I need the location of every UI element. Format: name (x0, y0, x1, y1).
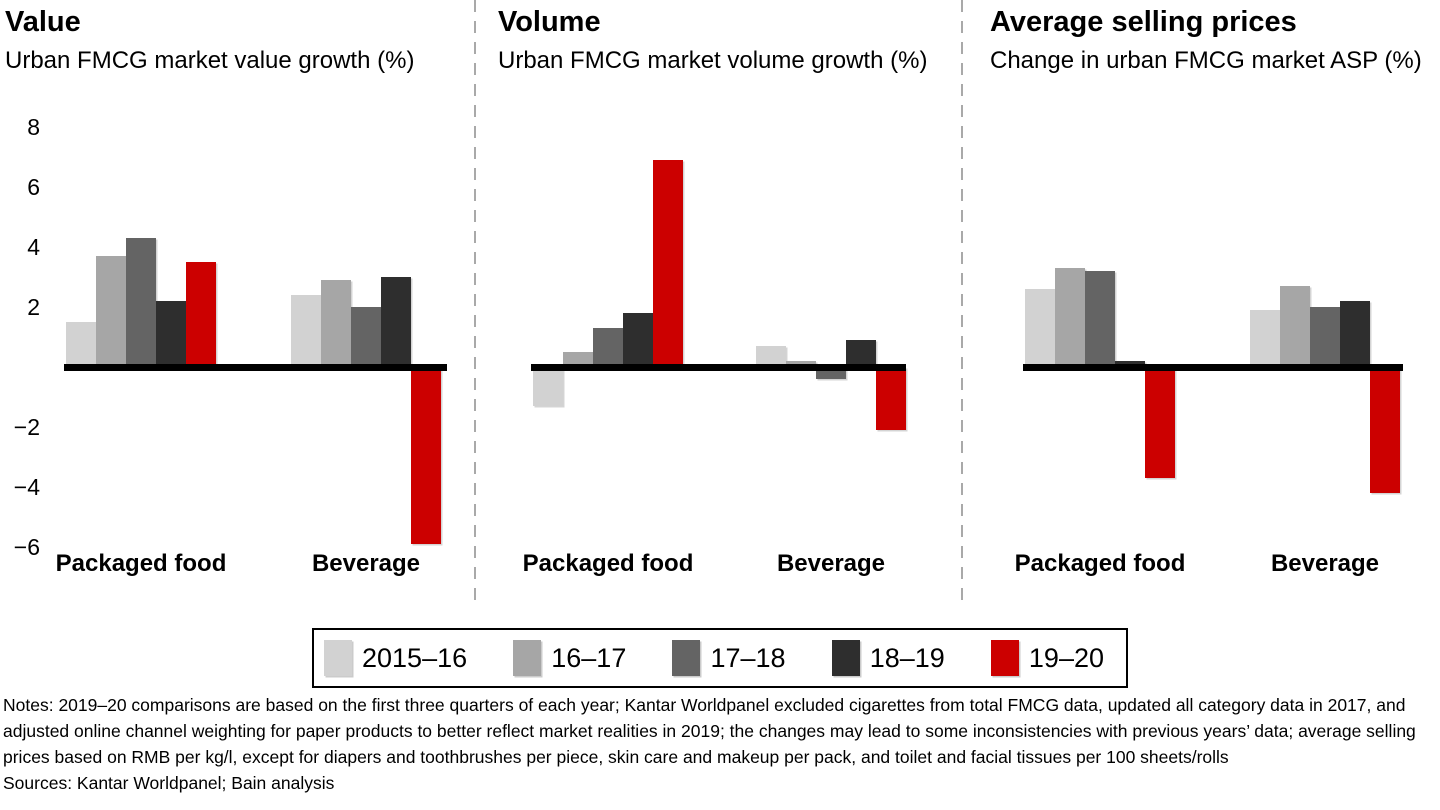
legend-entry: 16–17 (513, 640, 626, 676)
bar-beverage-17–18 (1310, 307, 1340, 367)
panel-subtitle: Change in urban FMCG market ASP (%) (990, 47, 1422, 74)
legend-label: 2015–16 (362, 642, 468, 673)
panel-title: Average selling prices (990, 6, 1297, 38)
x-axis-line (64, 363, 447, 371)
y-tick-label: 8 (27, 114, 40, 140)
y-tick-label: 6 (27, 174, 40, 200)
legend-entry: 2015–16 (324, 640, 467, 676)
bar-beverage-16–17 (321, 280, 351, 367)
legend-swatch (513, 640, 542, 676)
y-tick-label: 2 (27, 294, 40, 320)
sources-text: Sources: Kantar Worldpanel; Bain analysi… (3, 773, 335, 793)
bar-beverage-19–20 (876, 367, 906, 430)
bar-beverage-19–20 (1370, 367, 1400, 493)
legend-entry: 18–19 (831, 640, 945, 676)
legend-label: 16–17 (551, 642, 627, 673)
category-label-packaged-food: Packaged food (522, 550, 694, 577)
legend-swatch (672, 640, 701, 676)
category-label-beverage: Beverage (311, 550, 421, 577)
panel-divider (474, 0, 476, 608)
bar-beverage-18–19 (1340, 301, 1370, 367)
legend: 2015–16 16–17 17–18 18–19 19–20 (312, 628, 1128, 688)
category-label-beverage: Beverage (1270, 550, 1380, 577)
bar-packaged-food-2015–16 (533, 367, 563, 406)
y-tick-label: −6 (13, 534, 40, 560)
category-label-packaged-food: Packaged food (55, 550, 227, 577)
legend-entry: 19–20 (990, 640, 1104, 676)
bar-packaged-food-18–19 (623, 313, 653, 367)
bar-packaged-food-18–19 (156, 301, 186, 367)
legend-swatch (990, 640, 1019, 676)
bar-packaged-food-17–18 (126, 238, 156, 367)
panel-volume: Volume Urban FMCG market volume growth (… (475, 0, 962, 620)
bar-beverage-18–19 (846, 340, 876, 367)
y-tick-label: 4 (27, 234, 40, 260)
bar-packaged-food-16–17 (1055, 268, 1085, 367)
bar-beverage-16–17 (1280, 286, 1310, 367)
legend-swatch (831, 640, 860, 676)
panel-asp: Average selling prices Change in urban F… (962, 0, 1440, 620)
panel-divider (961, 0, 963, 608)
x-axis-line (1023, 363, 1403, 371)
panel-subtitle: Urban FMCG market volume growth (%) (498, 47, 928, 74)
bar-beverage-2015–16 (1250, 310, 1280, 367)
panel-title: Volume (498, 6, 601, 38)
notes-text: Notes: 2019–20 comparisons are based on … (3, 695, 1416, 767)
legend-swatch (324, 640, 352, 676)
bar-beverage-17–18 (351, 307, 381, 367)
bar-beverage-2015–16 (756, 346, 786, 367)
bar-beverage-19–20 (411, 367, 441, 544)
legend-label: 19–20 (1028, 642, 1104, 673)
bar-packaged-food-16–17 (96, 256, 126, 367)
bar-packaged-food-19–20 (653, 160, 683, 367)
bar-packaged-food-16–17 (563, 352, 593, 367)
category-label-beverage: Beverage (776, 550, 886, 577)
bar-packaged-food-2015–16 (66, 322, 96, 367)
y-tick-label: −4 (13, 474, 40, 500)
legend-entry: 17–18 (672, 640, 786, 676)
bar-packaged-food-2015–16 (1025, 289, 1055, 367)
legend-label: 17–18 (710, 642, 786, 673)
panel-value: Value Urban FMCG market value growth (%)… (0, 0, 475, 620)
y-tick-label: −2 (13, 414, 40, 440)
category-label-packaged-food: Packaged food (1014, 550, 1186, 577)
footnotes: Notes: 2019–20 comparisons are based on … (3, 692, 1438, 796)
bar-packaged-food-19–20 (186, 262, 216, 367)
bar-beverage-18–19 (381, 277, 411, 367)
bar-packaged-food-17–18 (593, 328, 623, 367)
bar-packaged-food-19–20 (1145, 367, 1175, 478)
panel-subtitle: Urban FMCG market value growth (%) (5, 47, 415, 74)
bar-packaged-food-17–18 (1085, 271, 1115, 367)
x-axis-line (531, 363, 906, 371)
bar-beverage-2015–16 (291, 295, 321, 367)
panel-title: Value (5, 6, 81, 38)
legend-label: 18–19 (869, 642, 945, 673)
